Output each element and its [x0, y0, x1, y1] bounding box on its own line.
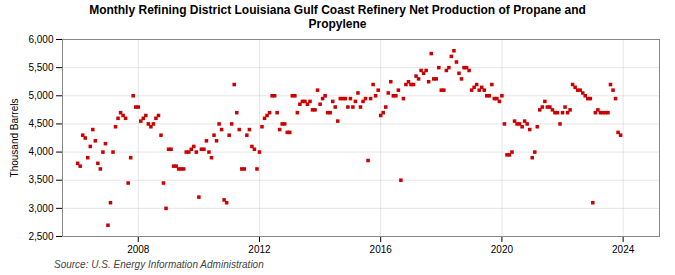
svg-text:2016: 2016: [370, 244, 393, 255]
svg-text:5,000: 5,000: [28, 90, 53, 101]
svg-text:2020: 2020: [491, 244, 514, 255]
svg-text:3,000: 3,000: [28, 203, 53, 214]
svg-text:3,500: 3,500: [28, 174, 53, 185]
html-text:Monthly Refining District Loui: Monthly Refining District Louisiana Gulf…: [89, 3, 586, 31]
svg-text:6,000: 6,000: [28, 34, 53, 45]
svg-text:2,500: 2,500: [28, 231, 53, 242]
svg-text:2012: 2012: [248, 244, 271, 255]
html-text:Source: U.S. Energy Informatio: Source: U.S. Energy Information Administ…: [54, 259, 264, 270]
svg-text:4,000: 4,000: [28, 146, 53, 157]
svg-text:4,500: 4,500: [28, 118, 53, 129]
svg-text:5,500: 5,500: [28, 62, 53, 73]
svg-text:Thousand Barrels: Thousand Barrels: [9, 99, 20, 178]
svg-text:2008: 2008: [127, 244, 150, 255]
svg-text:2024: 2024: [612, 244, 635, 255]
